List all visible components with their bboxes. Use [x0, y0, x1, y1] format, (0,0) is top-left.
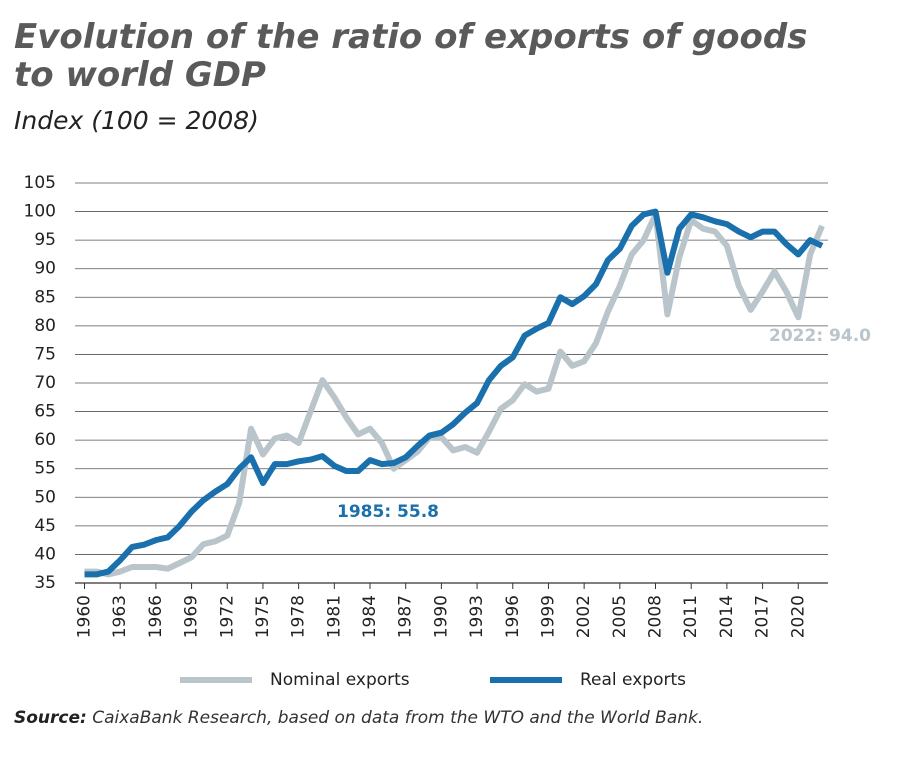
y-tick-label: 50 — [34, 487, 56, 507]
y-tick-label: 65 — [34, 402, 56, 422]
x-tick-label: 1963 — [110, 595, 130, 638]
data-line — [84, 208, 824, 578]
y-tick-label: 80 — [34, 316, 56, 336]
y-tick-label: 105 — [24, 173, 56, 193]
y-tick-label: 55 — [34, 459, 56, 479]
x-tick-label: 2020 — [788, 595, 808, 638]
y-tick-label: 60 — [34, 430, 56, 450]
x-tick-label: 1960 — [75, 595, 95, 638]
x-tick-label: 2005 — [610, 595, 630, 638]
data-line — [84, 211, 825, 578]
chart-title: Evolution of the ratio of exports of goo… — [14, 18, 807, 94]
y-tick-label: 100 — [24, 202, 56, 222]
x-tick-label: 1993 — [467, 595, 487, 638]
legend-label: Real exports — [580, 670, 686, 690]
x-tick-label: 1978 — [289, 595, 309, 638]
x-tick-label: 1996 — [503, 595, 523, 638]
x-tick-label: 2008 — [646, 595, 666, 638]
x-tick-label: 1984 — [360, 595, 380, 638]
y-tick-label: 75 — [34, 344, 56, 364]
y-tick-label: 35 — [34, 573, 56, 593]
x-tick-label: 1990 — [431, 595, 451, 638]
x-tick-label: 1972 — [217, 595, 237, 638]
annotation: 2022: 94.0 — [769, 326, 871, 346]
legend-label: Nominal exports — [270, 670, 410, 690]
y-tick-label: 45 — [34, 516, 56, 536]
y-tick-label: 70 — [34, 373, 56, 393]
y-tick-label: 40 — [34, 544, 56, 564]
source: Source: CaixaBank Research, based on dat… — [14, 708, 703, 728]
title-line: to world GDP — [14, 55, 266, 95]
x-tick-label: 1999 — [538, 595, 558, 638]
x-tick-label: 1969 — [182, 595, 202, 638]
chart: 35 40 45 50 55 60 65 70 75 80 85 90 95 100 105 1960 1963… — [24, 173, 872, 690]
y-tick-label: 90 — [34, 259, 56, 279]
source-text: CaixaBank Research, based on data from t… — [92, 708, 704, 728]
x-tick-label: 2011 — [681, 595, 701, 638]
y-tick-label: 85 — [34, 287, 56, 307]
x-tick-label: 2014 — [717, 595, 737, 638]
x-tick-label: 1975 — [253, 595, 273, 638]
x-tick-label: 1981 — [324, 595, 344, 638]
x-tick-label: 2017 — [753, 595, 773, 638]
x-tick-label: 1966 — [146, 595, 166, 638]
y-tick-label: 95 — [34, 230, 56, 250]
annotation: 1985: 55.8 — [337, 502, 439, 522]
x-tick-label: 2002 — [574, 595, 594, 638]
x-tick-label: 1987 — [396, 595, 416, 638]
title-line: Evolution of the ratio of exports of goo… — [14, 17, 808, 57]
subtitle: Index (100 = 2008) — [14, 106, 259, 135]
source-label: Source: — [14, 708, 87, 728]
